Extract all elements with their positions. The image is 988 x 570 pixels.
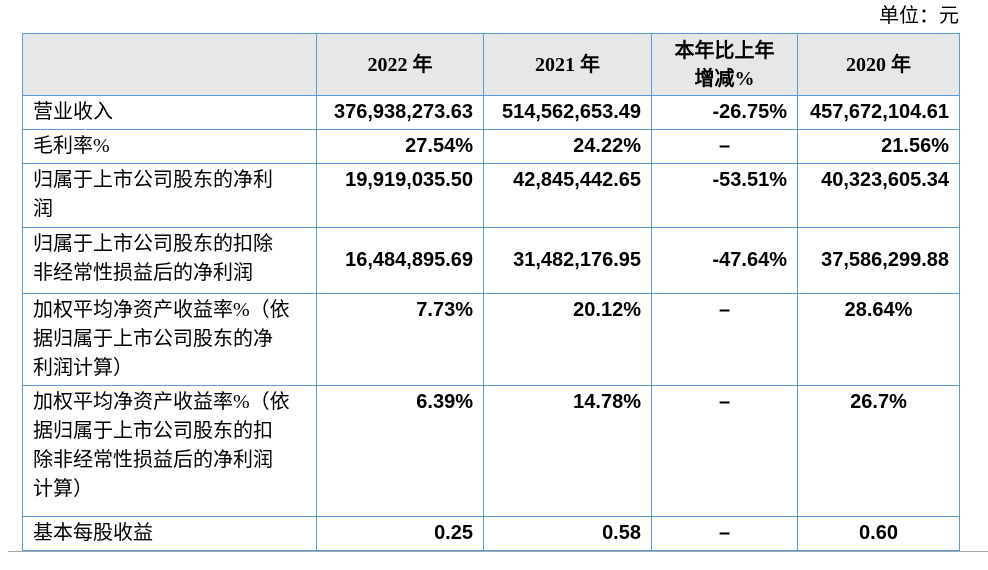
value-change: – [651, 293, 798, 386]
row-label: 归属于上市公司股东的净利 润 [22, 163, 317, 228]
value-2021: 31,482,176.95 [483, 227, 652, 294]
value-change: – [651, 516, 798, 551]
value-2021: 42,845,442.65 [483, 163, 652, 228]
column-header-indicator [22, 33, 317, 96]
value-change: -53.51% [651, 163, 798, 228]
table-header: 2022 年 2021 年 本年比上年 增减% 2020 年 [22, 33, 960, 96]
value-2022: 0.25 [316, 516, 484, 551]
column-header-change: 本年比上年 增减% [651, 33, 798, 96]
table-row-revenue: 营业收入 376,938,273.63 514,562,653.49 -26.7… [22, 95, 960, 130]
value-2022: 19,919,035.50 [316, 163, 484, 228]
value-2021: 24.22% [483, 129, 652, 164]
header-row: 2022 年 2021 年 本年比上年 增减% 2020 年 [22, 33, 960, 96]
value-2020: 457,672,104.61 [797, 95, 960, 130]
row-label: 归属于上市公司股东的扣除 非经常性损益后的净利润 [22, 227, 317, 294]
row-label: 加权平均净资产收益率%（依 据归属于上市公司股东的净 利润计算） [22, 293, 317, 386]
value-2022: 7.73% [316, 293, 484, 386]
column-header-2021: 2021 年 [483, 33, 652, 96]
column-header-2022: 2022 年 [316, 33, 484, 96]
table-row-weighted-roe: 加权平均净资产收益率%（依 据归属于上市公司股东的净 利润计算） 7.73% 2… [22, 293, 960, 386]
value-change: – [651, 385, 798, 517]
value-2021: 14.78% [483, 385, 652, 517]
value-2022: 16,484,895.69 [316, 227, 484, 294]
table-row-net-profit: 归属于上市公司股东的净利 润 19,919,035.50 42,845,442.… [22, 163, 960, 228]
value-2021: 514,562,653.49 [483, 95, 652, 130]
value-2022: 6.39% [316, 385, 484, 517]
row-label: 毛利率% [22, 129, 317, 164]
row-label: 加权平均净资产收益率%（依 据归属于上市公司股东的扣 除非经常性损益后的净利润 … [22, 385, 317, 517]
value-2020: 0.60 [797, 516, 960, 551]
value-change: -47.64% [651, 227, 798, 294]
row-label: 基本每股收益 [22, 516, 317, 551]
value-2021: 0.58 [483, 516, 652, 551]
value-2020: 21.56% [797, 129, 960, 164]
unit-label: 单位：元 [879, 5, 959, 27]
table-row-weighted-roe-excl-nonrecurring: 加权平均净资产收益率%（依 据归属于上市公司股东的扣 除非经常性损益后的净利润 … [22, 385, 960, 517]
value-change: -26.75% [651, 95, 798, 130]
value-2020: 37,586,299.88 [797, 227, 960, 294]
table-row-gross-margin: 毛利率% 27.54% 24.22% – 21.56% [22, 129, 960, 164]
table-row-basic-eps: 基本每股收益 0.25 0.58 – 0.60 [22, 516, 960, 551]
value-2020: 26.7% [797, 385, 960, 517]
value-change: – [651, 129, 798, 164]
value-2020: 28.64% [797, 293, 960, 386]
bottom-divider-line [8, 551, 988, 552]
value-2022: 27.54% [316, 129, 484, 164]
row-label: 营业收入 [22, 95, 317, 130]
table-row-net-profit-excl-nonrecurring: 归属于上市公司股东的扣除 非经常性损益后的净利润 16,484,895.69 3… [22, 227, 960, 294]
table-body: 营业收入 376,938,273.63 514,562,653.49 -26.7… [22, 95, 960, 551]
value-2021: 20.12% [483, 293, 652, 386]
value-2022: 376,938,273.63 [316, 95, 484, 130]
value-2020: 40,323,605.34 [797, 163, 960, 228]
financial-summary-table: 2022 年 2021 年 本年比上年 增减% 2020 年 营业收入 376,… [22, 33, 960, 551]
column-header-2020: 2020 年 [797, 33, 960, 96]
